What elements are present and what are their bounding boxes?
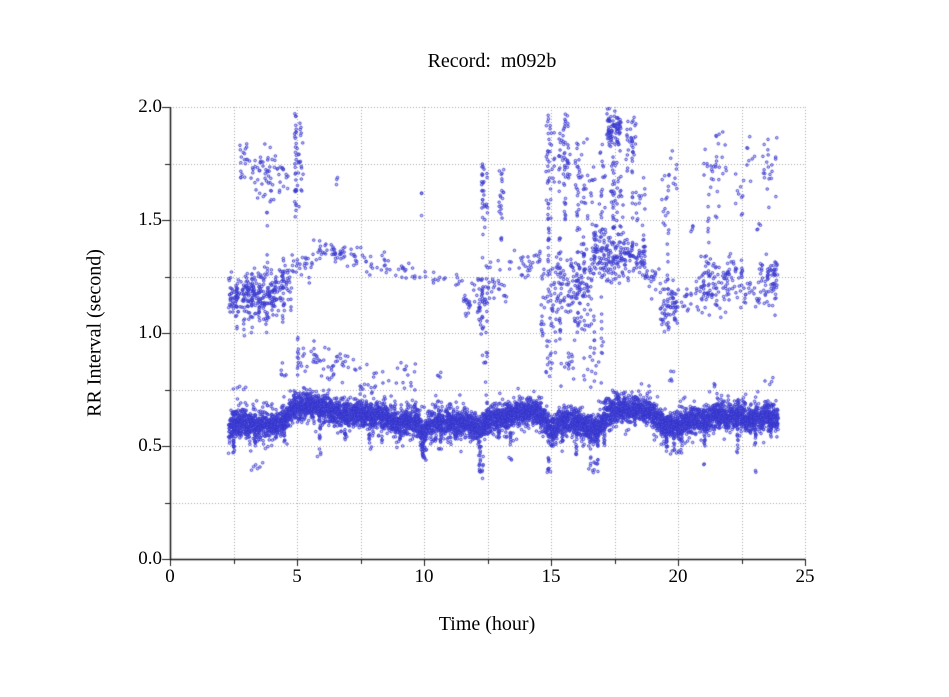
x-tick-label-25: 25: [795, 566, 815, 587]
y-axis-label: RR Interval (second): [83, 249, 106, 417]
y-tick-label-0.5: 0.5: [138, 435, 162, 456]
x-tick-label-10: 10: [414, 566, 434, 587]
y-tick-label-1.0: 1.0: [138, 322, 162, 343]
x-tick-label-5: 5: [292, 566, 302, 587]
x-axis-label: Time (hour): [438, 613, 536, 635]
chart-title: Record: m092b: [427, 50, 557, 72]
y-tick-label-1.5: 1.5: [138, 209, 162, 230]
x-tick-label-15: 15: [541, 566, 561, 587]
x-tick-label-0: 0: [165, 566, 175, 587]
y-tick-label-0.0: 0.0: [138, 548, 162, 569]
y-tick-label-2.0: 2.0: [138, 96, 162, 117]
x-tick-label-20: 20: [668, 566, 688, 587]
